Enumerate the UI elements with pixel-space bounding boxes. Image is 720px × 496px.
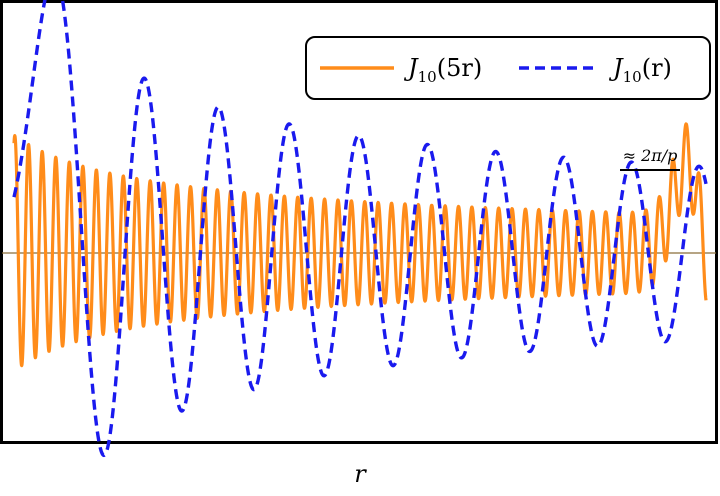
series-line-j10-5r <box>12 122 708 368</box>
legend-label-j10-5r: J10(5r) <box>403 54 482 86</box>
legend: J10(5r) J10(r) <box>305 36 711 100</box>
legend-box <box>305 36 711 100</box>
series-line-j10-r <box>12 0 708 458</box>
period-annotation: ≈ 2π/p <box>620 146 680 171</box>
period-annotation-label: ≈ 2π/p <box>623 146 678 165</box>
x-axis-label: r <box>354 460 367 488</box>
